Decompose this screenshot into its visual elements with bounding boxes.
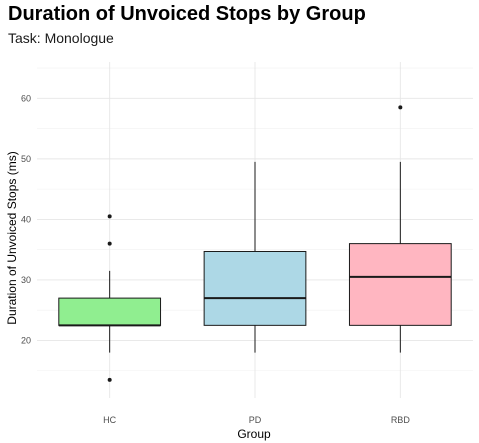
- y-tick-labels: 20 30 40 50 60: [21, 93, 31, 345]
- y-tick-label: 60: [21, 93, 31, 103]
- outlier-point: [107, 241, 112, 246]
- boxes-layer: [58, 105, 452, 382]
- y-axis-title: Duration of Unvoiced Stops (ms): [5, 151, 19, 324]
- outlier-point: [398, 105, 403, 110]
- outlier-point: [107, 214, 112, 219]
- box-rbd: [348, 105, 452, 353]
- iqr-box: [203, 250, 307, 326]
- iqr-box: [58, 297, 162, 326]
- y-tick-label: 20: [21, 335, 31, 345]
- x-tick-label: RBD: [391, 415, 411, 425]
- x-tick-label: HC: [103, 415, 116, 425]
- iqr-box: [348, 243, 452, 326]
- y-tick-label: 50: [21, 154, 31, 164]
- x-tick-labels: HC PD RBD: [103, 415, 410, 425]
- box-hc: [58, 214, 162, 382]
- outlier-point: [107, 377, 112, 382]
- box-pd: [203, 161, 307, 353]
- x-axis-title: Group: [237, 427, 271, 441]
- y-tick-label: 30: [21, 275, 31, 285]
- x-tick-label: PD: [249, 415, 262, 425]
- y-tick-label: 40: [21, 214, 31, 224]
- chart-title: Duration of Unvoiced Stops by Group: [8, 3, 366, 25]
- chart-subtitle: Task: Monologue: [8, 30, 114, 46]
